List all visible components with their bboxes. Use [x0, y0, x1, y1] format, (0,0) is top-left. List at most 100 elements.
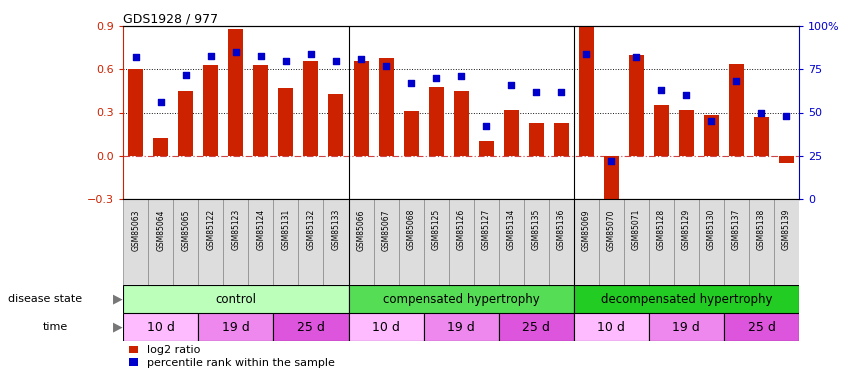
Bar: [404, 111, 418, 156]
Bar: [479, 141, 494, 156]
Text: GSM85122: GSM85122: [207, 209, 215, 250]
Text: GSM85069: GSM85069: [581, 209, 591, 251]
Text: GSM85128: GSM85128: [657, 209, 666, 250]
Text: GSM85123: GSM85123: [231, 209, 241, 251]
Bar: [253, 65, 269, 156]
Bar: [454, 91, 468, 156]
Text: GDS1928 / 977: GDS1928 / 977: [123, 12, 218, 25]
Point: [129, 54, 143, 60]
FancyBboxPatch shape: [624, 199, 649, 285]
Point: [405, 80, 418, 86]
Text: disease state: disease state: [8, 294, 82, 304]
Bar: [629, 55, 643, 156]
Bar: [754, 117, 769, 156]
FancyBboxPatch shape: [499, 313, 574, 341]
Point: [755, 110, 768, 116]
FancyBboxPatch shape: [224, 199, 248, 285]
Text: GSM85124: GSM85124: [257, 209, 265, 251]
FancyBboxPatch shape: [724, 313, 799, 341]
Point: [179, 72, 193, 78]
Bar: [328, 94, 343, 156]
Text: GSM85133: GSM85133: [332, 209, 341, 251]
Text: GSM85071: GSM85071: [632, 209, 641, 251]
Point: [329, 58, 343, 64]
Point: [705, 118, 718, 124]
FancyBboxPatch shape: [373, 199, 399, 285]
FancyBboxPatch shape: [248, 199, 274, 285]
Text: GSM85138: GSM85138: [757, 209, 766, 251]
Bar: [203, 65, 218, 156]
Point: [279, 58, 292, 64]
Point: [604, 158, 618, 164]
Text: GSM85067: GSM85067: [382, 209, 390, 251]
Text: GSM85064: GSM85064: [156, 209, 165, 251]
Bar: [579, 23, 594, 156]
FancyBboxPatch shape: [574, 199, 598, 285]
Point: [630, 54, 643, 60]
Point: [204, 53, 218, 58]
Bar: [279, 88, 293, 156]
Text: GSM85129: GSM85129: [682, 209, 691, 251]
FancyBboxPatch shape: [649, 199, 674, 285]
FancyBboxPatch shape: [574, 313, 649, 341]
Text: 25 d: 25 d: [522, 321, 550, 334]
Text: compensated hypertrophy: compensated hypertrophy: [382, 292, 540, 306]
Text: 19 d: 19 d: [672, 321, 700, 334]
FancyBboxPatch shape: [724, 199, 749, 285]
Bar: [779, 156, 794, 163]
Point: [229, 49, 242, 55]
Text: time: time: [42, 322, 68, 332]
Bar: [303, 61, 319, 156]
Text: decompensated hypertrophy: decompensated hypertrophy: [601, 292, 772, 306]
Bar: [729, 64, 744, 156]
Point: [254, 53, 268, 58]
Bar: [178, 91, 193, 156]
FancyBboxPatch shape: [123, 313, 198, 341]
Point: [354, 56, 368, 62]
FancyBboxPatch shape: [549, 199, 574, 285]
Text: GSM85063: GSM85063: [131, 209, 140, 251]
FancyBboxPatch shape: [699, 199, 724, 285]
Bar: [654, 105, 669, 156]
FancyBboxPatch shape: [649, 313, 724, 341]
Bar: [354, 61, 369, 156]
Point: [304, 51, 318, 57]
Text: GSM85070: GSM85070: [607, 209, 615, 251]
Text: GSM85126: GSM85126: [456, 209, 466, 251]
FancyBboxPatch shape: [298, 199, 324, 285]
Point: [379, 63, 393, 69]
Text: GSM85131: GSM85131: [281, 209, 291, 251]
FancyBboxPatch shape: [348, 313, 423, 341]
Bar: [604, 156, 619, 213]
Text: GSM85068: GSM85068: [406, 209, 416, 251]
Point: [654, 87, 668, 93]
Bar: [378, 58, 394, 156]
Bar: [153, 138, 168, 156]
FancyBboxPatch shape: [524, 199, 549, 285]
Text: ▶: ▶: [113, 321, 122, 334]
FancyBboxPatch shape: [399, 199, 423, 285]
Text: control: control: [215, 292, 257, 306]
FancyBboxPatch shape: [749, 199, 774, 285]
Text: 19 d: 19 d: [447, 321, 475, 334]
Text: GSM85132: GSM85132: [307, 209, 315, 251]
Bar: [229, 29, 243, 156]
Bar: [704, 116, 719, 156]
FancyBboxPatch shape: [198, 313, 274, 341]
Text: 19 d: 19 d: [222, 321, 250, 334]
Point: [530, 89, 543, 95]
FancyBboxPatch shape: [499, 199, 524, 285]
Point: [429, 75, 443, 81]
FancyBboxPatch shape: [423, 199, 449, 285]
Text: GSM85125: GSM85125: [432, 209, 440, 251]
FancyBboxPatch shape: [473, 199, 499, 285]
FancyBboxPatch shape: [774, 199, 799, 285]
Bar: [553, 123, 569, 156]
Text: GSM85137: GSM85137: [732, 209, 741, 251]
Bar: [428, 87, 444, 156]
Text: 25 d: 25 d: [297, 321, 325, 334]
Text: GSM85134: GSM85134: [507, 209, 516, 251]
Text: 10 d: 10 d: [147, 321, 175, 334]
Text: GSM85139: GSM85139: [782, 209, 791, 251]
Bar: [529, 123, 544, 156]
